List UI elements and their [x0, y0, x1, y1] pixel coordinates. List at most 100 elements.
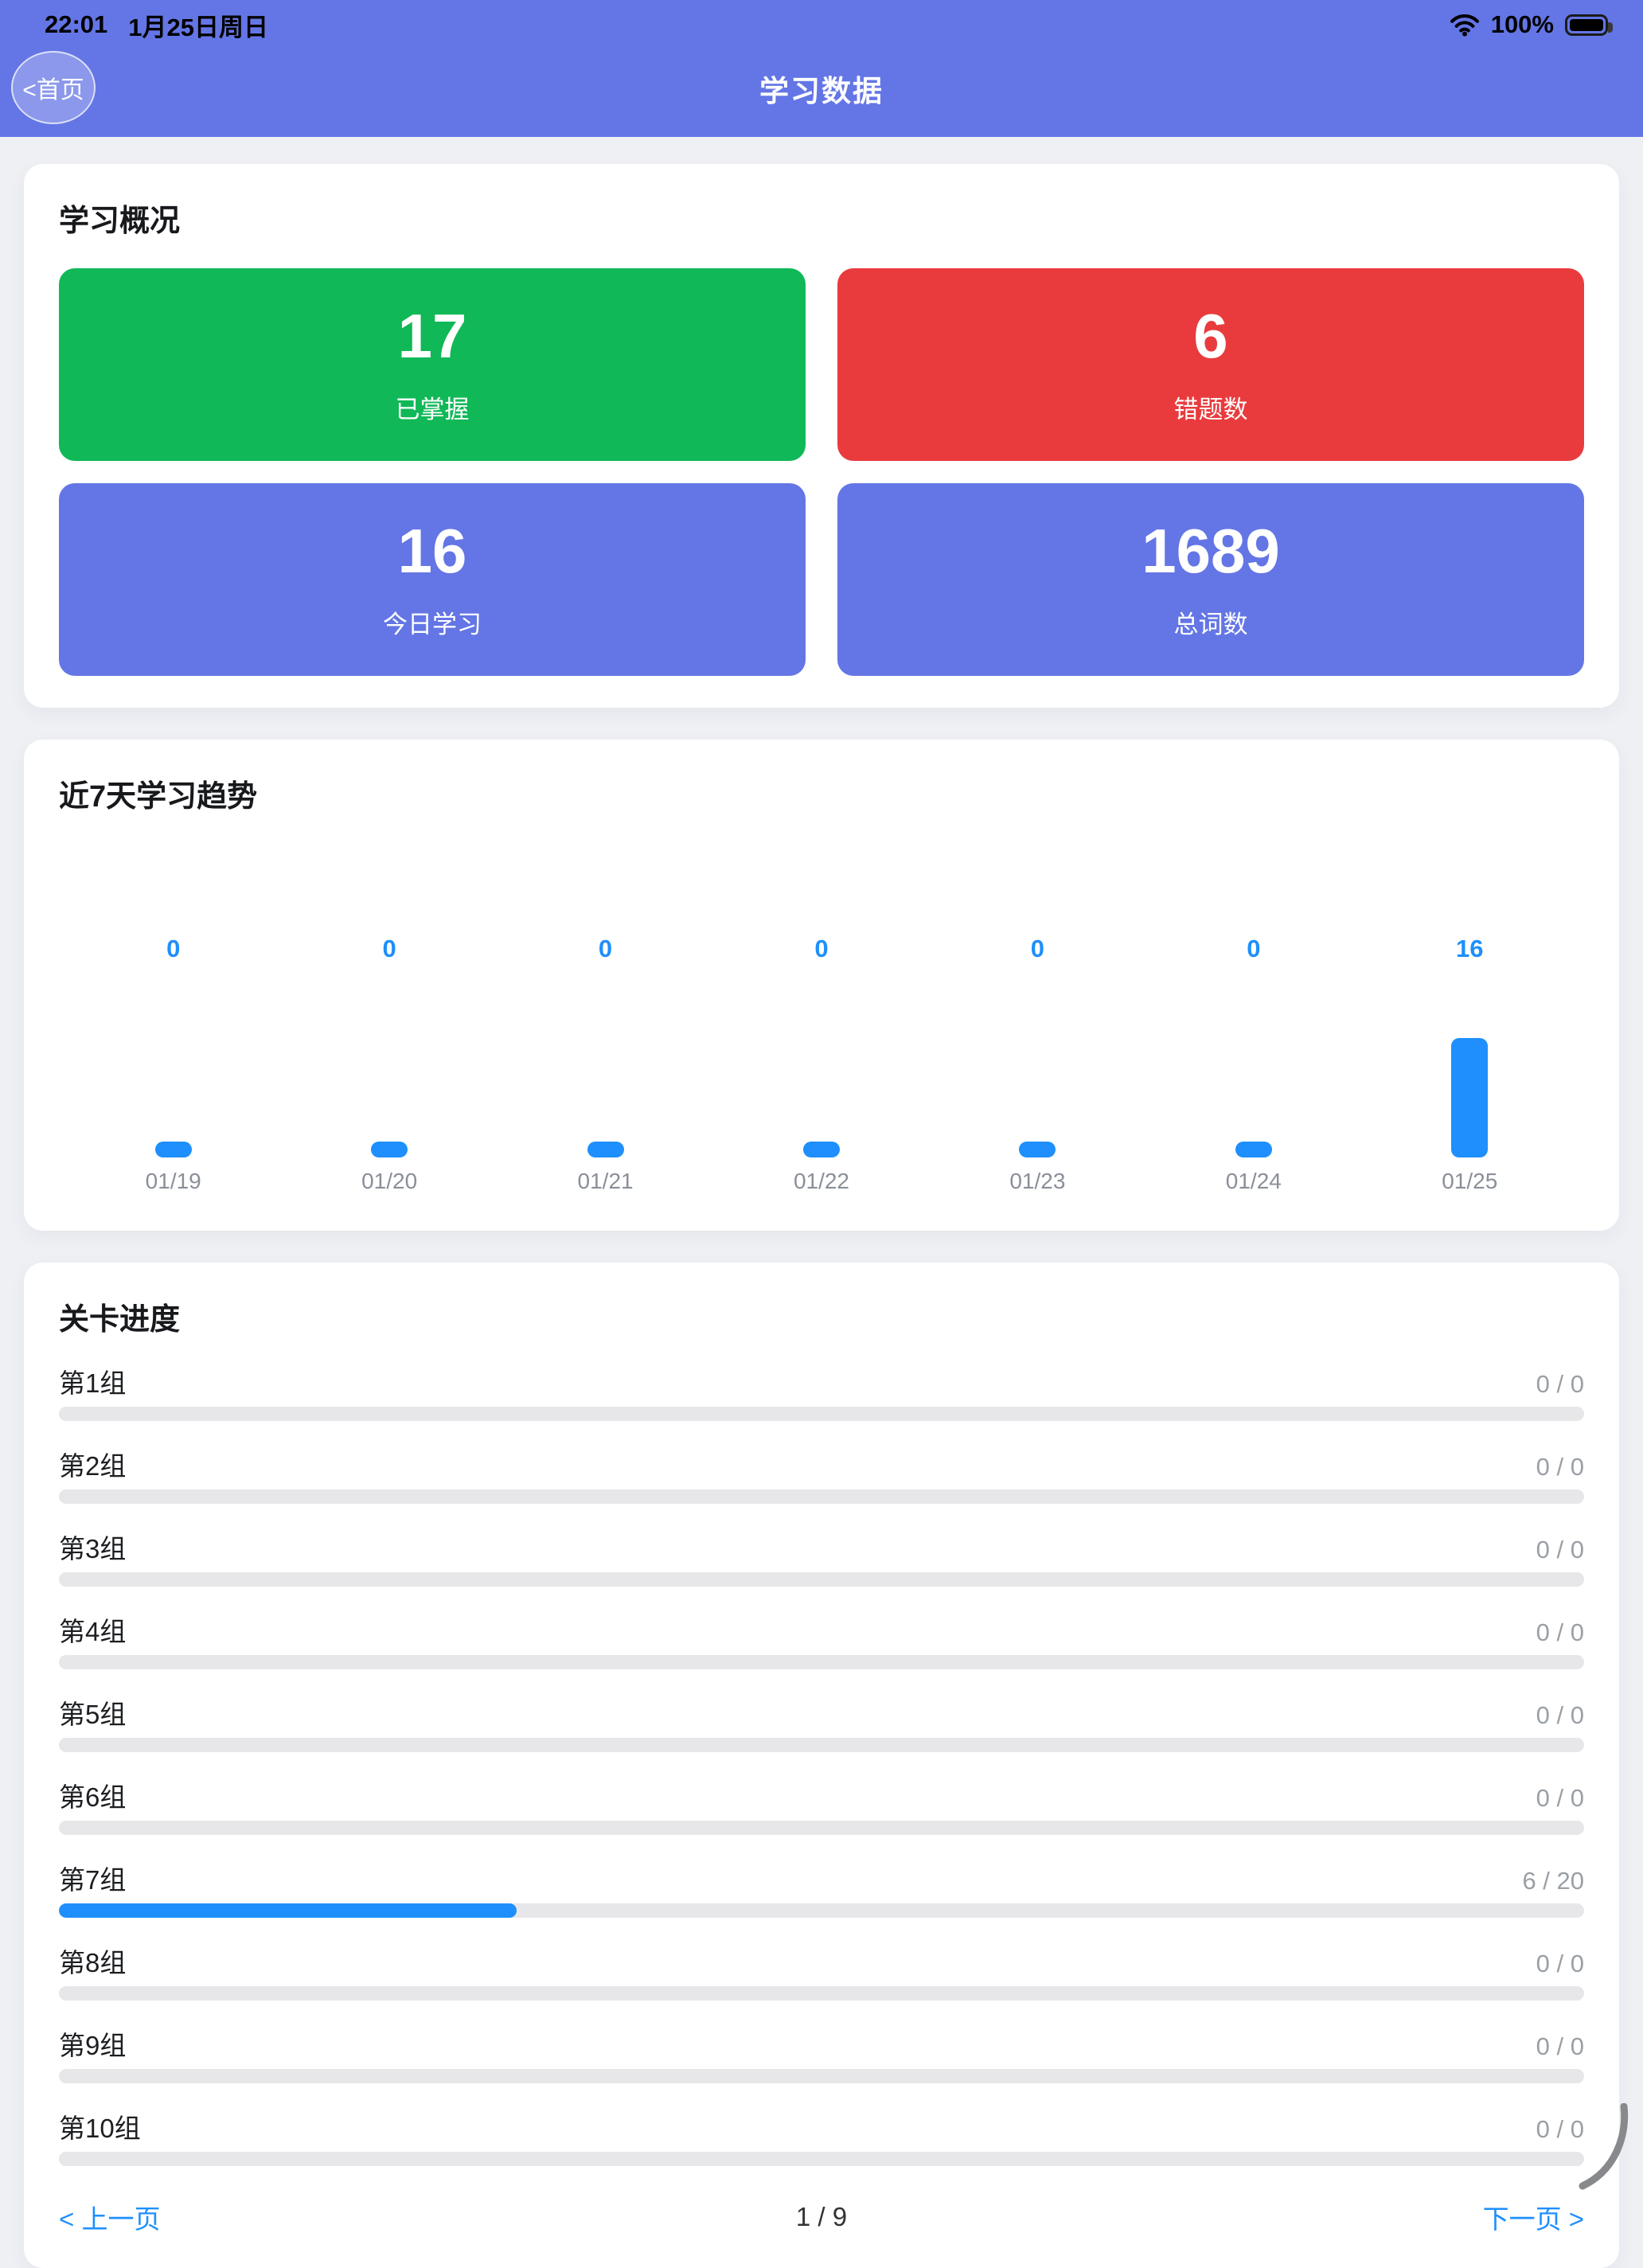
stat-card: 6 错题数 — [837, 268, 1584, 461]
bar — [154, 1142, 192, 1157]
bar — [1451, 1038, 1489, 1157]
group-score-label: 0 / 0 — [1536, 1536, 1584, 1563]
bar — [802, 1142, 840, 1157]
page-indicator: 1 / 9 — [795, 2202, 848, 2231]
stat-value: 6 — [1193, 300, 1228, 371]
bar-date-label: 01/20 — [361, 1169, 418, 1193]
bar-date-label: 01/22 — [793, 1169, 850, 1193]
bar-value-label: 0 — [1247, 935, 1261, 962]
page-title: 学习数据 — [759, 75, 884, 107]
battery-percent-label: 100% — [1490, 10, 1554, 38]
wifi-icon — [1450, 14, 1479, 37]
bar-value-label: 0 — [382, 935, 396, 962]
progress-row[interactable]: 第8组 0 / 0 — [59, 1942, 1584, 2001]
group-label: 第5组 — [59, 1700, 127, 1729]
group-score-label: 0 / 0 — [1536, 1370, 1584, 1398]
bar-date-label: 01/23 — [1009, 1169, 1066, 1193]
group-label: 第6组 — [59, 1782, 127, 1812]
chart-column: 0 01/23 — [930, 935, 1145, 1194]
group-score-label: 0 / 0 — [1536, 1950, 1584, 1977]
group-score-label: 0 / 0 — [1536, 1618, 1584, 1646]
bar-date-label: 01/21 — [577, 1169, 634, 1193]
bar-value-label: 0 — [598, 935, 613, 962]
back-button[interactable]: <首页 — [11, 51, 96, 124]
back-button-label: <首页 — [22, 77, 84, 103]
bar-value-label: 0 — [166, 935, 181, 962]
progress-title: 关卡进度 — [59, 1303, 181, 1337]
stat-card: 1689 总词数 — [837, 483, 1584, 676]
date-label: 1月25日周日 — [128, 13, 269, 41]
stat-label: 今日学习 — [383, 610, 482, 638]
progress-track — [59, 1738, 1584, 1752]
trend-card: 近7天学习趋势 0 01/19 0 01/20 0 01/21 0 01/22 … — [24, 740, 1619, 1231]
progress-track — [59, 1903, 1584, 1918]
stat-label: 错题数 — [1173, 395, 1248, 424]
progress-row[interactable]: 第7组 6 / 20 — [59, 1859, 1584, 1918]
chart-column: 0 01/20 — [281, 935, 497, 1194]
bar-date-label: 01/19 — [145, 1169, 201, 1193]
group-score-label: 0 / 0 — [1536, 1701, 1584, 1729]
chart-column: 0 01/24 — [1145, 935, 1361, 1194]
pagination: < 上一页 1 / 9 下一页 > — [59, 2198, 1584, 2236]
group-score-label: 6 / 20 — [1522, 1867, 1584, 1895]
group-label: 第7组 — [59, 1865, 127, 1895]
bar — [1235, 1142, 1272, 1157]
battery-icon — [1565, 14, 1613, 36]
bar-value-label: 16 — [1456, 935, 1484, 962]
group-label: 第10组 — [59, 2114, 141, 2143]
bar — [1019, 1142, 1056, 1157]
trend-chart: 0 01/19 0 01/20 0 01/21 0 01/22 0 01/23 … — [59, 935, 1584, 1194]
group-label: 第2组 — [59, 1451, 127, 1481]
group-label: 第8组 — [59, 1948, 127, 1977]
progress-row[interactable]: 第3组 0 / 0 — [59, 1528, 1584, 1587]
bar-value-label: 0 — [1030, 935, 1045, 962]
prev-page-button[interactable]: < 上一页 — [59, 2204, 161, 2234]
progress-track — [59, 1655, 1584, 1669]
overview-title: 学习概况 — [59, 205, 181, 238]
group-label: 第4组 — [59, 1617, 127, 1646]
progress-row[interactable]: 第1组 0 / 0 — [59, 1362, 1584, 1421]
time-label: 22:01 — [45, 10, 108, 38]
bar-date-label: 01/25 — [1442, 1169, 1498, 1193]
stat-value: 16 — [397, 515, 467, 586]
overview-card: 学习概况 17 已掌握 6 错题数 16 今日学习 1689 总词数 — [24, 164, 1619, 708]
chart-column: 16 01/25 — [1362, 935, 1578, 1194]
stat-card: 17 已掌握 — [59, 268, 806, 461]
progress-track — [59, 2069, 1584, 2083]
progress-track — [59, 1407, 1584, 1421]
trend-title: 近7天学习趋势 — [59, 780, 258, 814]
group-score-label: 0 / 0 — [1536, 2032, 1584, 2060]
progress-card: 关卡进度 第1组 0 / 0 第2组 0 / 0 第3组 0 / 0 第4组 — [24, 1263, 1619, 2268]
group-label: 第3组 — [59, 1534, 127, 1563]
group-score-label: 0 / 0 — [1536, 1453, 1584, 1481]
progress-track — [59, 1986, 1584, 2001]
group-score-label: 0 / 0 — [1536, 2115, 1584, 2143]
app-header: 22:01 1月25日周日 100% <首页 学习数据 — [0, 0, 1643, 137]
progress-track — [59, 1821, 1584, 1835]
chart-column: 0 01/21 — [498, 935, 713, 1194]
progress-row[interactable]: 第6组 0 / 0 — [59, 1776, 1584, 1835]
bar — [371, 1142, 408, 1157]
progress-rows: 第1组 0 / 0 第2组 0 / 0 第3组 0 / 0 第4组 0 / 0 — [59, 1362, 1584, 2166]
status-bar: 22:01 1月25日周日 100% — [0, 0, 1643, 41]
next-page-button[interactable]: 下一页 > — [1482, 2204, 1585, 2234]
stat-label: 总词数 — [1173, 610, 1248, 638]
progress-track — [59, 1572, 1584, 1587]
progress-fill — [59, 1903, 517, 1918]
progress-row[interactable]: 第5组 0 / 0 — [59, 1693, 1584, 1752]
chart-column: 0 01/19 — [65, 935, 281, 1194]
bar-value-label: 0 — [814, 935, 829, 962]
chart-column: 0 01/22 — [713, 935, 929, 1194]
bar-date-label: 01/24 — [1225, 1169, 1282, 1193]
stat-grid: 17 已掌握 6 错题数 16 今日学习 1689 总词数 — [59, 268, 1584, 676]
bar — [587, 1142, 624, 1157]
stat-value: 1689 — [1142, 515, 1280, 586]
stat-card: 16 今日学习 — [59, 483, 806, 676]
progress-row[interactable]: 第2组 0 / 0 — [59, 1445, 1584, 1504]
stat-value: 17 — [397, 300, 467, 371]
progress-row[interactable]: 第4组 0 / 0 — [59, 1610, 1584, 1669]
progress-row[interactable]: 第10组 0 / 0 — [59, 2107, 1584, 2166]
progress-row[interactable]: 第9组 0 / 0 — [59, 2024, 1584, 2083]
progress-track — [59, 2152, 1584, 2166]
progress-track — [59, 1489, 1584, 1504]
